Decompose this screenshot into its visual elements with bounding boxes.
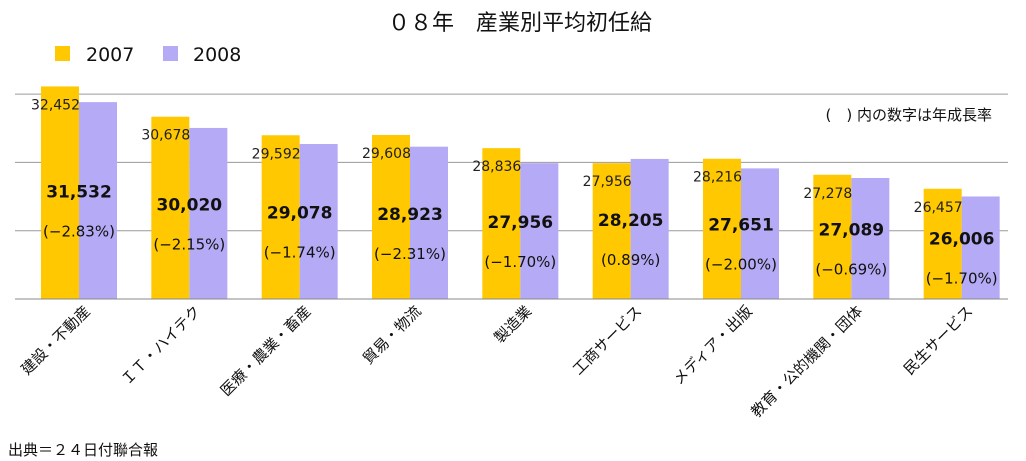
bar-2008 [851, 177, 890, 299]
value-label-2007: 28,836 [472, 159, 521, 175]
bar-2008 [410, 146, 448, 299]
value-label-2008: 27,089 [819, 220, 885, 240]
category-label: 工商サービス [569, 302, 645, 378]
value-label-2008: 28,923 [377, 205, 443, 225]
category-label: 貿易・物流 [359, 302, 425, 368]
chart-title: ０８年 産業別平均初任給 [388, 11, 652, 36]
legend-label-2007: 2007 [86, 44, 134, 66]
category-label: 建設・不動産 [17, 302, 93, 378]
data-labels: 32,452 31,532 (−2.83%) 30,678 30,020 (−2.15%)… [31, 97, 998, 287]
value-label-2007: 29,592 [252, 146, 301, 162]
bar-2008 [189, 127, 228, 300]
bar-2007 [261, 135, 300, 299]
bar-2008 [520, 163, 559, 299]
bar-2007 [592, 163, 631, 299]
bar-2007 [923, 188, 962, 299]
value-label-2007: 29,608 [362, 146, 411, 162]
value-label-2008: 27,651 [708, 216, 774, 236]
growth-label: (−2.31%) [374, 245, 446, 263]
category-label: ＩＴ・ハイテク [118, 302, 205, 389]
growth-label: (−2.00%) [705, 256, 777, 274]
bar-2007 [372, 134, 410, 299]
value-label-2008: 29,078 [267, 204, 333, 224]
growth-rate-note: ( ) 内の数字は年成長率 [826, 106, 992, 124]
bar-2008 [741, 168, 779, 299]
bar-2007 [151, 116, 190, 299]
growth-label: (0.89%) [601, 251, 660, 269]
bar-2007 [41, 86, 79, 299]
growth-label: (−1.70%) [926, 270, 998, 288]
bar-2007 [703, 158, 741, 299]
growth-label: (−1.74%) [264, 244, 336, 262]
value-label-2008: 28,205 [598, 211, 664, 231]
value-label-2007: 26,457 [914, 200, 963, 216]
growth-label: (−1.70%) [484, 253, 556, 271]
value-label-2007: 30,678 [141, 128, 190, 144]
legend-swatch-2007 [55, 46, 70, 61]
value-label-2008: 31,532 [46, 183, 112, 203]
legend-swatch-2008 [163, 46, 178, 61]
value-label-2008: 27,956 [488, 213, 554, 233]
bar-2007 [813, 174, 852, 299]
bar-2008 [961, 196, 1000, 299]
legend: 2007 2008 [55, 44, 241, 66]
source-note: 出典＝２４日付聯合報 [8, 441, 158, 459]
bar-2008 [299, 144, 338, 299]
bar-2008 [79, 102, 117, 299]
category-labels: 建設・不動産 ＩＴ・ハイテク 医療・農業・畜産 貿易・物流 製造業 工商サービス メディア・… [17, 302, 976, 421]
category-label: 医療・農業・畜産 [217, 302, 315, 400]
bar-2007 [482, 148, 521, 299]
growth-label: (−2.83%) [43, 223, 115, 241]
value-label-2008: 30,020 [157, 195, 223, 215]
bar-series [41, 86, 1000, 300]
growth-label: (−2.15%) [153, 235, 225, 253]
category-label: メディア・出版 [670, 302, 756, 388]
value-label-2007: 32,452 [31, 97, 80, 113]
value-label-2008: 26,006 [929, 230, 995, 250]
legend-label-2008: 2008 [193, 44, 241, 66]
category-label: 民生サービス [900, 302, 976, 378]
category-label: 教育・公的機関・団体 [747, 302, 866, 421]
value-label-2007: 27,956 [583, 174, 632, 190]
category-label: 製造業 [491, 302, 536, 347]
growth-label: (−0.69%) [815, 260, 887, 278]
value-label-2007: 28,216 [693, 170, 742, 186]
value-label-2007: 27,278 [803, 186, 852, 202]
bar-2008 [630, 158, 669, 299]
